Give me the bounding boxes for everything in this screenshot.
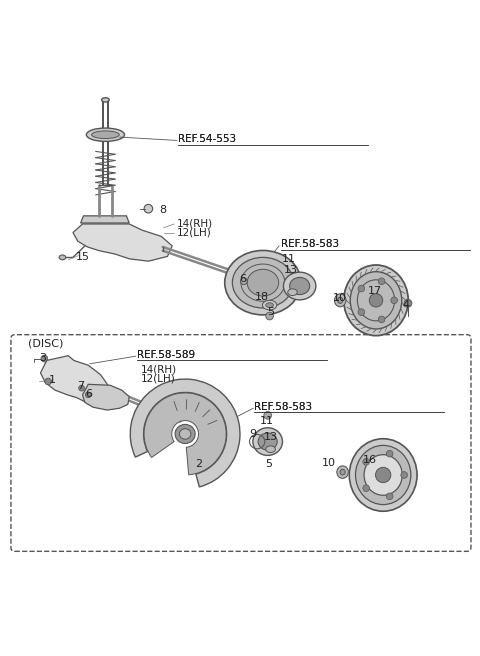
Circle shape bbox=[378, 316, 385, 323]
Text: 5: 5 bbox=[267, 307, 274, 318]
Circle shape bbox=[358, 285, 365, 292]
Ellipse shape bbox=[283, 272, 316, 300]
Text: 12(LH): 12(LH) bbox=[141, 373, 176, 383]
Ellipse shape bbox=[340, 469, 345, 475]
Text: 13: 13 bbox=[264, 432, 278, 441]
Text: 14(RH): 14(RH) bbox=[141, 365, 177, 375]
Text: 11: 11 bbox=[260, 416, 274, 426]
Text: REF.58-583: REF.58-583 bbox=[281, 239, 339, 249]
Wedge shape bbox=[144, 393, 226, 475]
Ellipse shape bbox=[225, 251, 301, 315]
Circle shape bbox=[79, 385, 84, 391]
Ellipse shape bbox=[335, 294, 346, 307]
Polygon shape bbox=[83, 384, 129, 410]
Ellipse shape bbox=[364, 455, 402, 495]
Ellipse shape bbox=[266, 446, 276, 453]
Text: 8: 8 bbox=[159, 205, 166, 215]
Ellipse shape bbox=[337, 466, 348, 478]
Ellipse shape bbox=[349, 439, 417, 511]
Ellipse shape bbox=[350, 272, 402, 329]
Text: 1: 1 bbox=[49, 375, 56, 386]
Circle shape bbox=[386, 450, 393, 457]
Text: 9: 9 bbox=[250, 429, 257, 439]
Ellipse shape bbox=[102, 98, 109, 102]
Text: 18: 18 bbox=[255, 292, 269, 302]
Wedge shape bbox=[130, 379, 240, 487]
Text: REF.58-589: REF.58-589 bbox=[137, 350, 195, 360]
Ellipse shape bbox=[263, 300, 277, 310]
Text: 15: 15 bbox=[75, 253, 89, 262]
Polygon shape bbox=[81, 216, 129, 223]
Circle shape bbox=[363, 459, 370, 465]
Ellipse shape bbox=[253, 428, 282, 455]
Text: 7: 7 bbox=[77, 381, 84, 391]
Text: 6: 6 bbox=[85, 389, 92, 399]
Ellipse shape bbox=[92, 131, 119, 138]
Circle shape bbox=[85, 392, 91, 398]
Circle shape bbox=[401, 472, 408, 478]
Circle shape bbox=[369, 294, 383, 307]
Text: 6: 6 bbox=[239, 274, 246, 284]
Text: 17: 17 bbox=[368, 286, 382, 296]
Polygon shape bbox=[73, 224, 172, 261]
Circle shape bbox=[45, 378, 51, 385]
Ellipse shape bbox=[266, 302, 274, 308]
Text: 14(RH): 14(RH) bbox=[177, 219, 213, 229]
Circle shape bbox=[363, 485, 370, 491]
Circle shape bbox=[41, 355, 48, 362]
Ellipse shape bbox=[258, 433, 277, 450]
Polygon shape bbox=[40, 356, 115, 404]
Text: REF.54-553: REF.54-553 bbox=[178, 134, 236, 144]
Circle shape bbox=[378, 278, 385, 285]
Circle shape bbox=[264, 411, 272, 419]
Text: 12(LH): 12(LH) bbox=[177, 228, 212, 237]
Text: (DISC): (DISC) bbox=[28, 338, 63, 348]
Ellipse shape bbox=[247, 270, 279, 296]
Ellipse shape bbox=[289, 277, 310, 295]
Text: REF.58-583: REF.58-583 bbox=[254, 401, 312, 412]
Circle shape bbox=[358, 309, 365, 316]
Ellipse shape bbox=[232, 257, 293, 308]
Ellipse shape bbox=[344, 265, 408, 336]
Text: 3: 3 bbox=[39, 352, 47, 363]
Text: 2: 2 bbox=[195, 459, 202, 469]
Circle shape bbox=[144, 205, 153, 213]
Text: 10: 10 bbox=[322, 458, 336, 468]
Circle shape bbox=[375, 467, 391, 483]
Text: 4: 4 bbox=[402, 300, 409, 310]
Text: 5: 5 bbox=[265, 459, 272, 469]
Text: 11: 11 bbox=[282, 254, 296, 264]
Circle shape bbox=[391, 297, 397, 304]
Circle shape bbox=[386, 493, 393, 500]
Ellipse shape bbox=[180, 428, 191, 440]
Text: REF.58-583: REF.58-583 bbox=[254, 401, 312, 412]
Text: 16: 16 bbox=[363, 455, 377, 465]
Circle shape bbox=[240, 278, 247, 285]
Ellipse shape bbox=[288, 289, 297, 296]
Text: 13: 13 bbox=[284, 265, 298, 275]
Text: 10: 10 bbox=[333, 293, 347, 304]
Ellipse shape bbox=[59, 255, 66, 260]
Ellipse shape bbox=[337, 297, 343, 304]
Circle shape bbox=[266, 312, 274, 320]
Text: REF.58-583: REF.58-583 bbox=[281, 239, 339, 249]
Text: REF.54-553: REF.54-553 bbox=[178, 134, 236, 144]
Ellipse shape bbox=[175, 424, 195, 443]
Ellipse shape bbox=[356, 445, 411, 504]
Text: REF.58-589: REF.58-589 bbox=[137, 350, 195, 360]
Circle shape bbox=[404, 299, 412, 307]
Ellipse shape bbox=[86, 128, 124, 142]
